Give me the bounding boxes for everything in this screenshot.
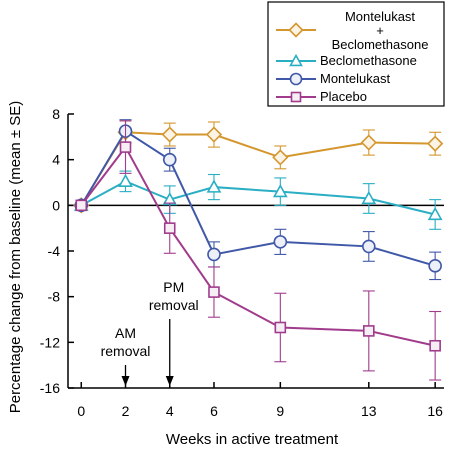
diamond-marker [427,135,444,152]
circle-marker [273,235,288,249]
legend-label: Placebo [320,89,367,104]
series-line [80,180,436,216]
legend-label: Beclomethasone [320,53,417,68]
annotation-text: removal [149,297,199,313]
y-tick-label: -12 [40,334,60,350]
annotation-arrowhead [121,376,130,386]
series-3 [75,120,442,381]
legend-label: Beclomethasone [332,37,429,52]
plot-area: 8 4 0 -4 -8 -12 -16 0 2 4 6 9 13 16 Weeks in active tr… [7,101,444,448]
diamond-marker [205,126,223,143]
circle-marker [207,247,221,262]
circle-marker [361,239,376,254]
annotation-arrowhead [165,376,174,386]
diamond-marker [272,149,289,166]
y-tick-label: -4 [48,243,61,259]
series-line [80,131,436,206]
triangle-marker [427,206,443,221]
diamond-marker [288,22,304,38]
legend-label: Montelukast [345,9,415,24]
y-tick-label: 8 [52,106,60,122]
x-tick-label: 9 [276,403,284,419]
y-axis-title: Percentage change from baseline (mean ± … [7,101,24,414]
legend-label: + [376,23,384,38]
triangle-marker [289,53,303,67]
series-line [80,129,436,267]
square-marker [429,339,441,352]
x-tick-label: 0 [77,403,85,419]
y-tick-label: 4 [52,152,60,168]
x-tick-label: 13 [361,403,377,419]
triangle-marker [206,179,222,193]
legend-box [267,1,445,107]
x-tick-label: 16 [427,403,443,419]
square-marker [75,199,88,212]
square-marker [274,321,287,334]
circle-marker [289,72,303,86]
series-1 [73,170,443,230]
x-tick-label: 4 [166,403,174,419]
square-marker [290,91,302,103]
square-marker [208,286,220,298]
triangle-marker [118,173,133,187]
legend-label: Montelukast [320,71,390,86]
annotation-text: PM [163,279,184,295]
square-marker [362,325,375,337]
triangle-marker [272,183,288,198]
diamond-marker [161,126,178,143]
square-marker [119,141,132,153]
x-tick-label: 6 [210,403,218,419]
annotation-text: AM [115,325,136,341]
y-tick-label: -16 [40,380,60,396]
y-tick-label: -8 [48,289,61,305]
x-axis-title: Weeks in active treatment [166,431,339,448]
circle-marker [162,152,177,167]
annotation-text: removal [101,343,151,359]
diamond-marker [360,134,377,151]
y-tick-label: 0 [52,197,60,213]
triangle-marker [361,190,377,205]
circle-marker [428,259,442,273]
x-tick-label: 2 [122,403,130,419]
square-marker [163,222,176,234]
legend: Montelukast+BeclomethasoneBeclomethasone… [267,1,445,107]
